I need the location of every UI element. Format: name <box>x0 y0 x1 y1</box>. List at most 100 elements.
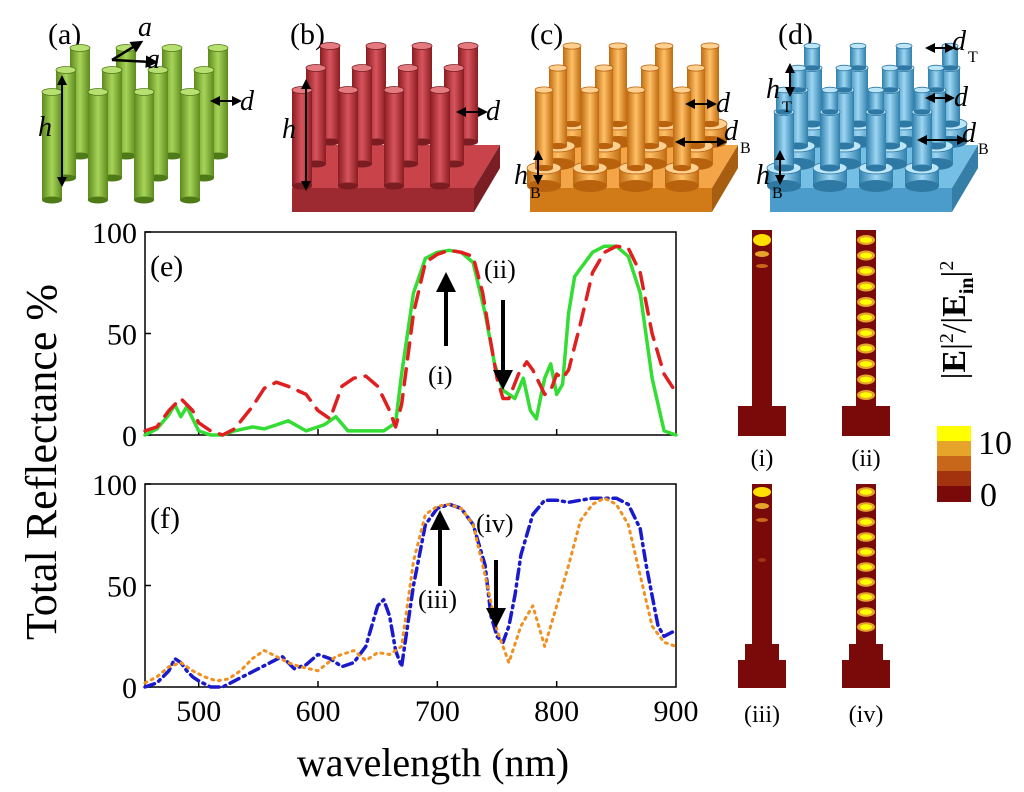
pillar-base <box>563 120 581 128</box>
pillar-top <box>562 42 582 50</box>
pillar-top <box>87 88 109 96</box>
pillar-top <box>700 42 720 50</box>
pillar-base <box>619 180 653 192</box>
label-h-a: h <box>38 112 52 143</box>
y-tick-label: 50 <box>107 319 137 352</box>
pillar-top <box>534 86 554 94</box>
field-hotspot-core <box>860 345 872 352</box>
pillar <box>88 92 108 200</box>
panel-label-c: (c) <box>530 18 563 51</box>
pillar-top <box>803 42 821 50</box>
pillar-base <box>655 120 673 128</box>
pillar-top <box>179 88 201 96</box>
substrate-front-b <box>292 188 474 212</box>
pillar-base <box>868 109 884 115</box>
pillar-base <box>836 87 852 93</box>
pillar-base <box>866 164 886 172</box>
pillar-base <box>914 109 930 115</box>
pillar-base <box>42 196 62 204</box>
x-tick-labels-f: 500 600 700 800 900 <box>176 695 698 728</box>
pillar <box>928 68 944 90</box>
field-label-i: (i) <box>751 446 774 472</box>
x-axis-label: wavelength (nm) <box>297 740 569 785</box>
pillar <box>581 90 599 168</box>
pillar-top <box>193 66 215 74</box>
field-map-iii: (iii) <box>738 484 786 728</box>
pillar-top <box>411 42 433 50</box>
pillar <box>42 92 62 200</box>
label-h-b: h <box>282 114 296 145</box>
colorbar-band-1 <box>937 426 971 441</box>
label-dB-d: d <box>962 118 977 149</box>
pillar <box>563 46 581 124</box>
pillar <box>535 90 553 168</box>
pillar-base <box>896 65 912 71</box>
colorbar-title: |E|2/|Ein|2 <box>936 261 978 380</box>
pillar-top <box>69 44 91 52</box>
x-tick-label: 700 <box>415 695 460 728</box>
label-a1: a <box>138 12 152 43</box>
label-dB-c: d <box>724 116 739 147</box>
pillar-top <box>365 42 387 50</box>
pillar-base <box>384 182 404 190</box>
pillar <box>868 90 884 112</box>
colorbar-max-label: 10 <box>978 425 1012 462</box>
pillar-base <box>609 120 627 128</box>
pillar-base <box>88 196 108 204</box>
pillar-base <box>928 87 944 93</box>
pillar-base <box>813 180 847 192</box>
chart-f: 0 50 100 500 600 700 800 900 (f) (iii) (iv) wa… <box>92 469 699 785</box>
annotation-ii: (ii) <box>484 255 516 284</box>
pillar-base <box>430 182 450 190</box>
pillar <box>627 90 645 168</box>
label-dB-sub-d: B <box>978 141 989 158</box>
pillar-top <box>161 44 183 52</box>
pillar <box>850 46 866 68</box>
pillar-base <box>673 164 691 172</box>
pillar-top <box>457 42 479 50</box>
pillar-base <box>790 87 806 93</box>
label-d-c: d <box>716 88 731 119</box>
pillar-base <box>573 180 607 192</box>
pillar-top <box>548 64 568 72</box>
pillar-top <box>319 42 341 50</box>
pillar <box>338 90 358 186</box>
pillar-base <box>701 120 719 128</box>
pillar-array-c <box>526 42 728 192</box>
pillar-base <box>595 142 613 150</box>
pillar-top <box>672 86 692 94</box>
field-hotspot-core <box>860 392 872 398</box>
label-d-a: d <box>240 86 255 117</box>
pillar-base <box>850 65 866 71</box>
pillar <box>820 112 840 168</box>
field-hotspot-core <box>860 361 872 367</box>
pillar <box>804 46 820 68</box>
pillar-base <box>581 164 599 172</box>
pillar <box>866 112 886 168</box>
y-tick-label: 0 <box>122 420 137 453</box>
field-hotspot-core <box>860 252 872 259</box>
field-hotspot-core <box>860 549 872 555</box>
series-line-e-2 <box>143 244 678 437</box>
x-tick-label: 800 <box>534 695 579 728</box>
y-tick-label: 50 <box>107 571 137 604</box>
x-tick-label: 900 <box>654 695 699 728</box>
field-pattern-ii <box>857 235 875 400</box>
pillar <box>384 90 404 186</box>
pillar <box>914 90 930 112</box>
substrate-side-b <box>474 145 500 212</box>
pillar-top <box>594 64 614 72</box>
pillar <box>822 90 838 112</box>
pillar-base <box>549 142 567 150</box>
pillar-base <box>641 142 659 150</box>
pillar-base <box>774 164 794 172</box>
pillar <box>882 68 898 90</box>
pillar-top <box>383 86 405 94</box>
x-tick-label: 500 <box>176 695 221 728</box>
pillar-base <box>627 164 645 172</box>
field-label-iii: (iii) <box>744 702 780 728</box>
pillar-top <box>443 64 465 72</box>
panel-label-f: (f) <box>150 502 180 535</box>
colorbar-min-label: 0 <box>980 477 997 514</box>
